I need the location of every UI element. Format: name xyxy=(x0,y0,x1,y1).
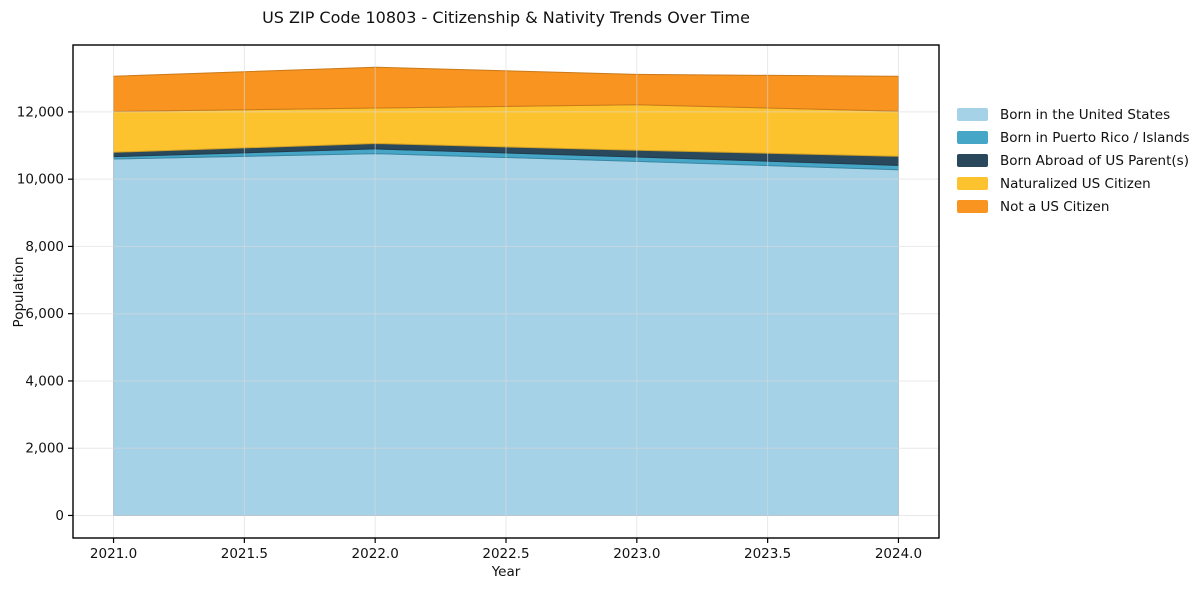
legend-swatch-born-in-puerto-rico-islands xyxy=(957,131,988,144)
legend-item-naturalized-us-citizen: Naturalized US Citizen xyxy=(957,172,1189,195)
legend-label: Born in the United States xyxy=(1000,106,1171,123)
chart-title: US ZIP Code 10803 - Citizenship & Nativi… xyxy=(262,8,750,27)
legend-label: Not a US Citizen xyxy=(1000,198,1110,215)
x-tick-label: 2022.0 xyxy=(352,546,399,562)
y-tick-label: 2,000 xyxy=(25,441,64,457)
y-tick-label: 4,000 xyxy=(25,373,64,389)
legend-swatch-not-a-us-citizen xyxy=(957,200,988,213)
legend-swatch-born-in-the-united-states xyxy=(957,108,988,121)
y-tick-label: 12,000 xyxy=(17,104,64,120)
x-tick-label: 2021.5 xyxy=(221,546,268,562)
legend-label: Born Abroad of US Parent(s) xyxy=(1000,152,1189,169)
legend-swatch-naturalized-us-citizen xyxy=(957,177,988,190)
legend-item-born-in-the-united-states: Born in the United States xyxy=(957,103,1189,126)
y-axis-label: Population xyxy=(11,256,27,328)
y-tick-label: 10,000 xyxy=(17,172,64,188)
x-tick-label: 2024.0 xyxy=(875,546,922,562)
y-tick-label: 6,000 xyxy=(25,306,64,322)
y-tick-label: 8,000 xyxy=(25,239,64,255)
legend-label: Born in Puerto Rico / Islands xyxy=(1000,129,1189,146)
legend-swatch-born-abroad-of-us-parent-s xyxy=(957,154,988,167)
legend-item-born-in-puerto-rico-islands: Born in Puerto Rico / Islands xyxy=(957,126,1189,149)
x-tick-label: 2021.0 xyxy=(90,546,137,562)
legend: Born in the United States Born in Puerto … xyxy=(957,103,1189,218)
y-tick-label: 0 xyxy=(55,508,64,524)
legend-item-not-a-us-citizen: Not a US Citizen xyxy=(957,195,1189,218)
x-axis-label: Year xyxy=(491,564,521,580)
x-tick-label: 2023.5 xyxy=(744,546,791,562)
x-tick-label: 2022.5 xyxy=(482,546,529,562)
legend-item-born-abroad-of-us-parent-s: Born Abroad of US Parent(s) xyxy=(957,149,1189,172)
legend-label: Naturalized US Citizen xyxy=(1000,175,1151,192)
x-tick-label: 2023.0 xyxy=(613,546,660,562)
